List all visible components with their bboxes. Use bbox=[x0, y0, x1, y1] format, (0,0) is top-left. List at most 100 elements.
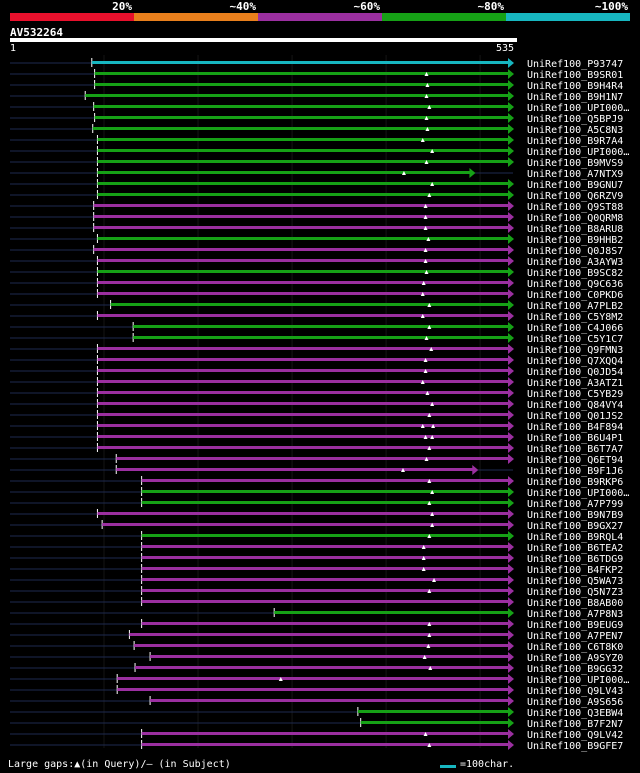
hit-label[interactable]: UniRef100_Q5BPJ9 bbox=[527, 114, 623, 125]
hit-row[interactable]: UniRef100_B9GNU7 bbox=[10, 179, 623, 191]
hit-row[interactable]: UniRef100_B8AB00 bbox=[10, 597, 623, 609]
hit-row[interactable]: UniRef100_Q9LV43 bbox=[10, 685, 623, 697]
hit-row[interactable]: UniRef100_A5C8N3 bbox=[10, 124, 623, 136]
hit-label[interactable]: UniRef100_A7NTX9 bbox=[527, 169, 623, 180]
hit-row[interactable]: UniRef100_B9GG32 bbox=[10, 663, 623, 675]
hit-label[interactable]: UniRef100_B4F894 bbox=[527, 422, 623, 433]
hit-label[interactable]: UniRef100_A7P799 bbox=[527, 499, 623, 510]
hit-row[interactable]: UniRef100_Q6ET94 bbox=[10, 454, 623, 466]
hit-label[interactable]: UniRef100_Q9LV43 bbox=[527, 686, 623, 697]
hit-row[interactable]: UniRef100_Q0JD54 bbox=[10, 366, 623, 378]
hit-row[interactable]: UniRef100_UPI000… bbox=[10, 487, 629, 499]
hit-row[interactable]: UniRef100_P93747 bbox=[10, 58, 623, 70]
hit-row[interactable]: UniRef100_B9EUG9 bbox=[10, 619, 623, 631]
hit-row[interactable]: UniRef100_Q5N7Z3 bbox=[10, 586, 623, 598]
hit-label[interactable]: UniRef100_B9R7A4 bbox=[527, 136, 623, 147]
hit-label[interactable]: UniRef100_B9RQL4 bbox=[527, 532, 623, 543]
hit-label[interactable]: UniRef100_B7F2N7 bbox=[527, 719, 623, 730]
hit-row[interactable]: UniRef100_C0PKD6 bbox=[10, 289, 623, 301]
hit-row[interactable]: UniRef100_Q01JS2 bbox=[10, 410, 623, 422]
hit-row[interactable]: UniRef100_Q6RZV9 bbox=[10, 190, 623, 202]
hit-row[interactable]: UniRef100_A9S656 bbox=[10, 696, 623, 708]
hit-label[interactable]: UniRef100_UPI000… bbox=[527, 147, 629, 158]
hit-row[interactable]: UniRef100_B6T7A7 bbox=[10, 443, 623, 455]
hit-label[interactable]: UniRef100_Q7XQQ4 bbox=[527, 356, 623, 367]
hit-row[interactable]: UniRef100_Q9LV42 bbox=[10, 729, 623, 741]
hit-row[interactable]: UniRef100_Q3EBW4 bbox=[10, 707, 623, 719]
hit-row[interactable]: UniRef100_A7P8N3 bbox=[10, 608, 623, 620]
hit-label[interactable]: UniRef100_Q5WA73 bbox=[527, 576, 623, 587]
hit-label[interactable]: UniRef100_Q84VY4 bbox=[527, 400, 623, 411]
hit-row[interactable]: UniRef100_B9RQL4 bbox=[10, 531, 623, 543]
hit-row[interactable]: UniRef100_Q0QRM8 bbox=[10, 212, 623, 224]
hit-row[interactable]: UniRef100_B7F2N7 bbox=[10, 718, 623, 730]
hit-label[interactable]: UniRef100_Q0JD54 bbox=[527, 367, 623, 378]
hit-label[interactable]: UniRef100_C5Y8M2 bbox=[527, 312, 623, 323]
hit-label[interactable]: UniRef100_Q3EBW4 bbox=[527, 708, 623, 719]
hit-label[interactable]: UniRef100_B9GX27 bbox=[527, 521, 623, 532]
hit-label[interactable]: UniRef100_Q0J8S7 bbox=[527, 246, 623, 257]
hit-row[interactable]: UniRef100_B4F894 bbox=[10, 421, 623, 433]
hit-row[interactable]: UniRef100_A7PLB2 bbox=[10, 300, 623, 312]
hit-row[interactable]: UniRef100_C5YB29 bbox=[10, 388, 623, 400]
hit-label[interactable]: UniRef100_B9GFE7 bbox=[527, 741, 623, 752]
hit-label[interactable]: UniRef100_C5Y1C7 bbox=[527, 334, 623, 345]
hit-row[interactable]: UniRef100_B9GX27 bbox=[10, 520, 623, 532]
hit-label[interactable]: UniRef100_Q9FMN3 bbox=[527, 345, 623, 356]
hit-label[interactable]: UniRef100_B9GNU7 bbox=[527, 180, 623, 191]
hit-label[interactable]: UniRef100_B6U4P1 bbox=[527, 433, 623, 444]
hit-label[interactable]: UniRef100_A9S656 bbox=[527, 697, 623, 708]
hit-label[interactable]: UniRef100_Q5N7Z3 bbox=[527, 587, 623, 598]
hit-label[interactable]: UniRef100_B9H4R4 bbox=[527, 81, 623, 92]
hit-row[interactable]: UniRef100_UPI000… bbox=[10, 146, 629, 158]
hit-label[interactable]: UniRef100_Q6ET94 bbox=[527, 455, 623, 466]
hit-row[interactable]: UniRef100_B9H4R4 bbox=[10, 80, 623, 92]
hit-row[interactable]: UniRef100_A7P799 bbox=[10, 498, 623, 510]
hit-label[interactable]: UniRef100_C0PKD6 bbox=[527, 290, 623, 301]
hit-label[interactable]: UniRef100_Q0QRM8 bbox=[527, 213, 623, 224]
hit-row[interactable]: UniRef100_UPI000… bbox=[10, 102, 629, 114]
hit-row[interactable]: UniRef100_A3AYW3 bbox=[10, 256, 623, 268]
hit-label[interactable]: UniRef100_B9EUG9 bbox=[527, 620, 623, 631]
hit-label[interactable]: UniRef100_B6TDG9 bbox=[527, 554, 623, 565]
hit-label[interactable]: UniRef100_B9HHB2 bbox=[527, 235, 623, 246]
hit-row[interactable]: UniRef100_B9RKP6 bbox=[10, 476, 623, 488]
hit-row[interactable]: UniRef100_B9HHB2 bbox=[10, 234, 623, 246]
hit-label[interactable]: UniRef100_B9MVS9 bbox=[527, 158, 623, 169]
hit-row[interactable]: UniRef100_B8ARU8 bbox=[10, 223, 623, 235]
hit-label[interactable]: UniRef100_A9SYZ0 bbox=[527, 653, 623, 664]
hit-label[interactable]: UniRef100_B9H1N7 bbox=[527, 92, 623, 103]
hit-label[interactable]: UniRef100_B9F1J6 bbox=[527, 466, 623, 477]
hit-label[interactable]: UniRef100_B8ARU8 bbox=[527, 224, 623, 235]
hit-row[interactable]: UniRef100_Q9ST88 bbox=[10, 201, 623, 213]
hit-row[interactable]: UniRef100_C4J066 bbox=[10, 322, 623, 334]
hit-row[interactable]: UniRef100_Q84VY4 bbox=[10, 399, 623, 411]
hit-label[interactable]: UniRef100_Q9ST88 bbox=[527, 202, 623, 213]
hit-label[interactable]: UniRef100_B9RKP6 bbox=[527, 477, 623, 488]
hit-row[interactable]: UniRef100_A3ATZ1 bbox=[10, 377, 623, 389]
hit-label[interactable]: UniRef100_UPI000… bbox=[527, 103, 629, 114]
hit-label[interactable]: UniRef100_A3ATZ1 bbox=[527, 378, 623, 389]
hit-row[interactable]: UniRef100_C5Y8M2 bbox=[10, 311, 623, 323]
hit-label[interactable]: UniRef100_B9SC82 bbox=[527, 268, 623, 279]
hit-label[interactable]: UniRef100_A3AYW3 bbox=[527, 257, 623, 268]
hit-label[interactable]: UniRef100_Q9C636 bbox=[527, 279, 623, 290]
hit-row[interactable]: UniRef100_B9SR01 bbox=[10, 69, 623, 81]
hit-row[interactable]: UniRef100_B9H1N7 bbox=[10, 91, 623, 103]
hit-row[interactable]: UniRef100_A7PEN7 bbox=[10, 630, 623, 642]
hit-row[interactable]: UniRef100_C6T8K0 bbox=[10, 641, 623, 653]
hit-row[interactable]: UniRef100_Q9C636 bbox=[10, 278, 623, 290]
hit-label[interactable]: UniRef100_B9SR01 bbox=[527, 70, 623, 81]
hit-row[interactable]: UniRef100_B9F1J6 bbox=[10, 465, 623, 477]
hit-label[interactable]: UniRef100_UPI000… bbox=[527, 488, 629, 499]
hit-row[interactable]: UniRef100_B6TEA2 bbox=[10, 542, 623, 554]
hit-row[interactable]: UniRef100_Q5BPJ9 bbox=[10, 113, 623, 125]
hit-row[interactable]: UniRef100_A7NTX9 bbox=[10, 168, 623, 180]
hit-label[interactable]: UniRef100_A5C8N3 bbox=[527, 125, 623, 136]
hit-label[interactable]: UniRef100_Q01JS2 bbox=[527, 411, 623, 422]
hit-row[interactable]: UniRef100_C5Y1C7 bbox=[10, 333, 623, 345]
hit-row[interactable]: UniRef100_B9GFE7 bbox=[10, 740, 623, 752]
hit-label[interactable]: UniRef100_P93747 bbox=[527, 59, 623, 70]
hit-label[interactable]: UniRef100_B9GG32 bbox=[527, 664, 623, 675]
hit-row[interactable]: UniRef100_A9SYZ0 bbox=[10, 652, 623, 664]
